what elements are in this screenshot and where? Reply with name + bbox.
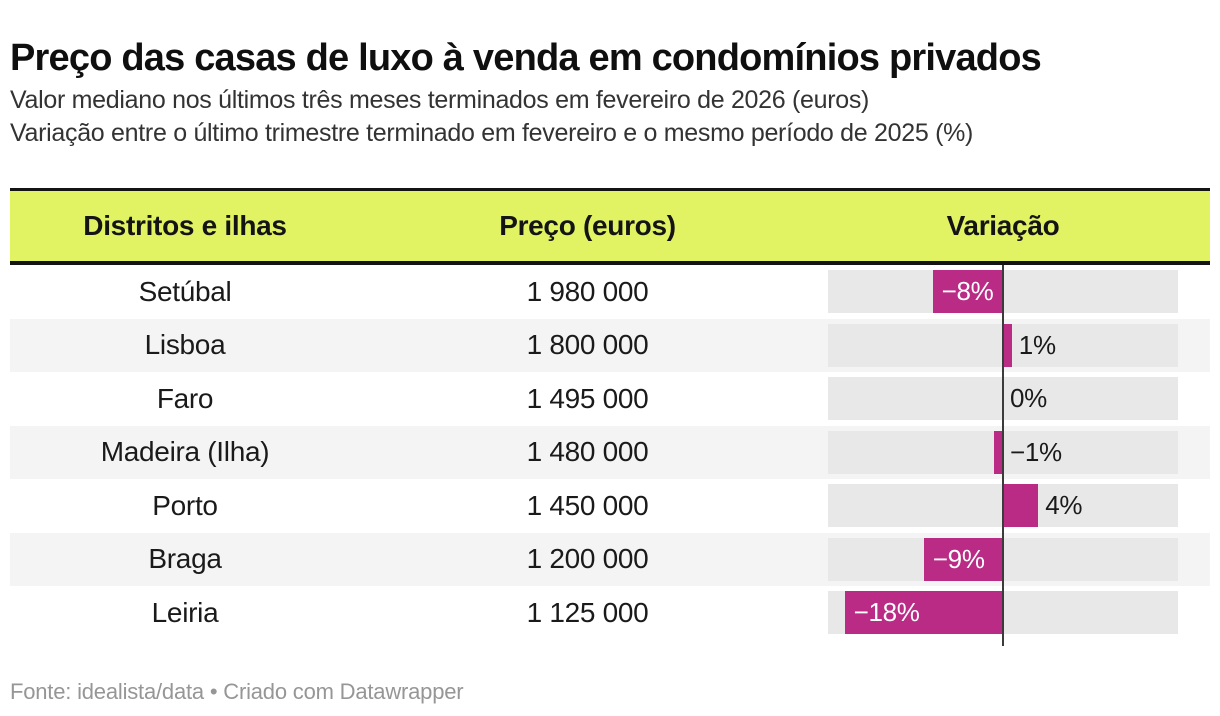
table-row: Braga 1 200 000 −9%	[10, 532, 1210, 586]
column-header-price: Preço (euros)	[499, 210, 676, 241]
price-cell: 1 125 000	[526, 596, 649, 628]
variation-cell: 1%	[815, 323, 1210, 367]
price-cell: 1 450 000	[526, 489, 649, 521]
variation-value-label: 1%	[1018, 329, 1056, 360]
district-cell: Porto	[152, 489, 218, 521]
variation-bar	[923, 537, 1003, 581]
variation-value-label: −8%	[941, 276, 994, 307]
table-header-row: Distritos e ilhas Preço (euros) Variação	[10, 188, 1210, 265]
price-cell: 1 800 000	[526, 329, 649, 361]
variation-bar	[1003, 323, 1012, 367]
page-title: Preço das casas de luxo à venda em condo…	[10, 37, 1042, 80]
district-cell: Faro	[156, 382, 214, 414]
variation-value-label: −1%	[1010, 436, 1062, 467]
variation-bar	[932, 270, 1003, 314]
table-row: Lisboa 1 800 000 1%	[10, 318, 1210, 372]
data-table: Distritos e ilhas Preço (euros) Variação…	[10, 188, 1210, 640]
table-row: Madeira (Ilha) 1 480 000 −1%	[10, 425, 1210, 479]
table-row: Setúbal 1 980 000 −8%	[10, 265, 1210, 319]
price-cell: 1 980 000	[526, 275, 649, 307]
variation-cell: −9%	[815, 537, 1210, 581]
price-cell: 1 200 000	[526, 543, 649, 575]
variation-bar	[994, 430, 1003, 474]
subtitle-line-1: Valor mediano nos últimos três meses ter…	[10, 86, 870, 114]
column-header-variation: Variação	[946, 210, 1060, 241]
variation-cell: 0%	[815, 377, 1210, 421]
district-cell: Madeira (Ilha)	[100, 436, 270, 468]
table-row: Leiria 1 125 000 −18%	[10, 586, 1210, 640]
price-cell: 1 495 000	[526, 382, 649, 414]
district-cell: Lisboa	[144, 329, 226, 361]
variation-value-label: 0%	[1010, 383, 1047, 414]
table-row: Porto 1 450 000 4%	[10, 479, 1210, 533]
district-cell: Setúbal	[138, 275, 232, 307]
variation-bar	[1003, 484, 1039, 528]
variation-value-label: 4%	[1045, 490, 1083, 521]
column-header-districts: Distritos e ilhas	[83, 210, 287, 241]
subtitle-line-2: Variação entre o último trimestre termin…	[10, 119, 974, 147]
variation-bar	[844, 591, 1003, 635]
variation-cell: −8%	[815, 270, 1210, 314]
price-cell: 1 480 000	[526, 436, 649, 468]
variation-cell: −1%	[815, 430, 1210, 474]
variation-value-label: −9%	[932, 543, 985, 574]
district-cell: Leiria	[151, 596, 219, 628]
chart-subtitle: Valor mediano nos últimos três meses ter…	[10, 84, 1210, 150]
zero-axis-line	[1002, 265, 1004, 646]
variation-cell: 4%	[815, 484, 1210, 528]
variation-cell: −18%	[815, 591, 1210, 635]
variation-value-label: −18%	[853, 597, 920, 628]
table-row: Faro 1 495 000 0%	[10, 372, 1210, 426]
table-body: Setúbal 1 980 000 −8% Lisboa 1 800 000 1% Faro…	[10, 265, 1210, 640]
source-attribution: Fonte: idealista/data • Criado com Dataw…	[10, 679, 464, 704]
district-cell: Braga	[148, 543, 222, 575]
